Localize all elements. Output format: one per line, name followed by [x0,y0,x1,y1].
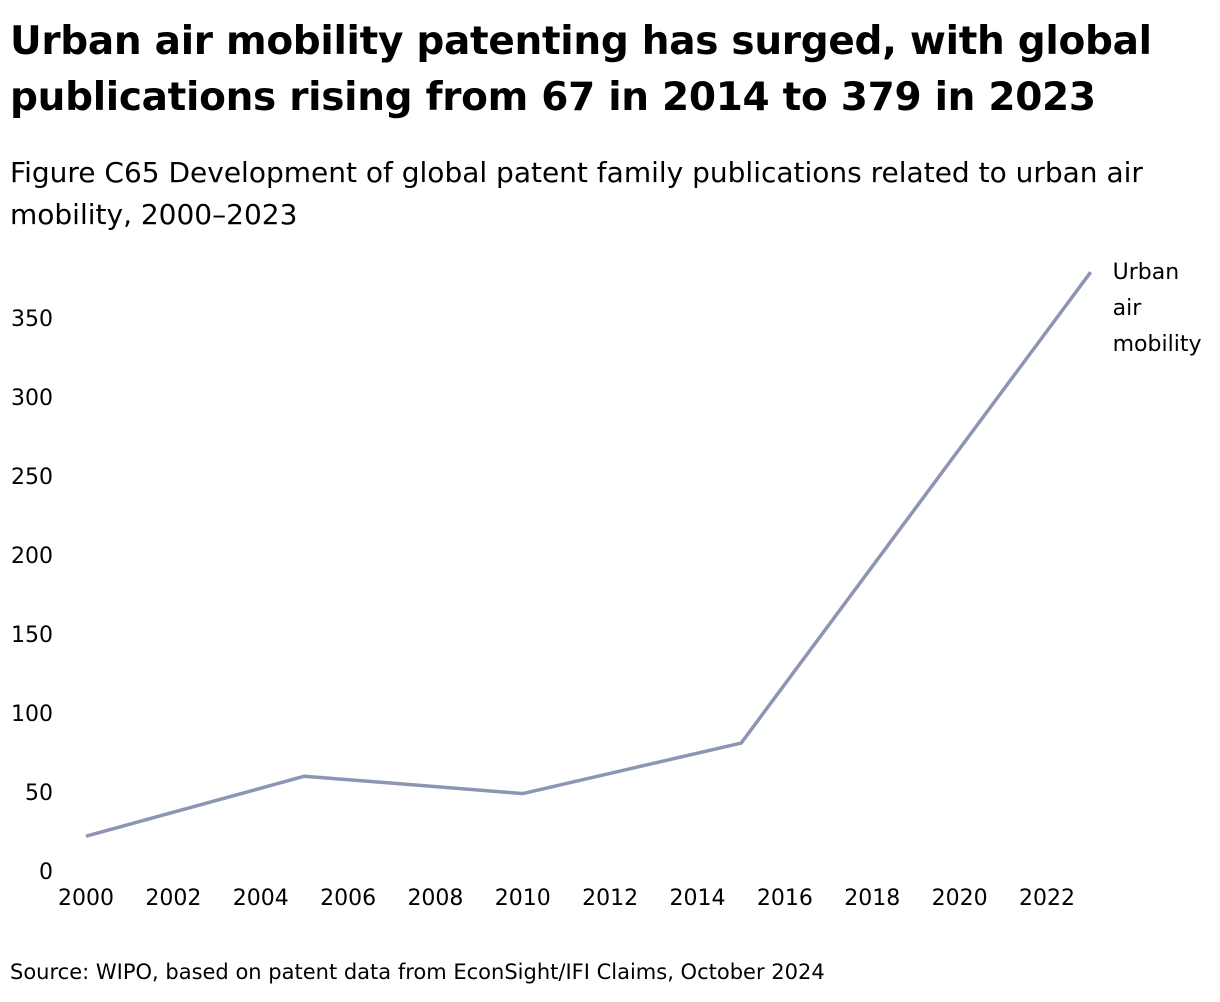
x-tick-label: 2016 [757,886,813,911]
x-tick-label: 2018 [844,886,900,911]
x-tick-label: 2006 [320,886,376,911]
y-tick-label: 100 [11,702,53,727]
series-label: air [1113,296,1143,321]
y-tick-label: 150 [11,623,53,648]
y-tick-label: 300 [11,386,53,411]
y-tick-label: 50 [25,781,53,806]
x-tick-label: 2012 [582,886,638,911]
x-tick-label: 2000 [58,886,114,911]
y-tick-label: 350 [11,307,53,332]
x-tick-label: 2022 [1019,886,1075,911]
source-note: Source: WIPO, based on patent data from … [10,960,825,984]
x-tick-label: 2010 [495,886,551,911]
chart-subtitle: Figure C65 Development of global patent … [10,156,1143,231]
x-tick-label: 2004 [233,886,289,911]
series-line-urban-air-mobility [85,271,1093,838]
chart-title: Urban air mobility patenting has surged,… [10,19,1152,120]
x-tick-label: 2014 [670,886,726,911]
x-tick-label: 2020 [932,886,988,911]
y-tick-label: 250 [11,465,53,490]
series-label: mobility [1113,332,1202,357]
x-tick-label: 2002 [145,886,201,911]
y-tick-label: 0 [39,860,53,885]
x-tick-label: 2008 [407,886,463,911]
series-label: Urban [1113,260,1180,285]
y-tick-label: 200 [11,544,53,569]
